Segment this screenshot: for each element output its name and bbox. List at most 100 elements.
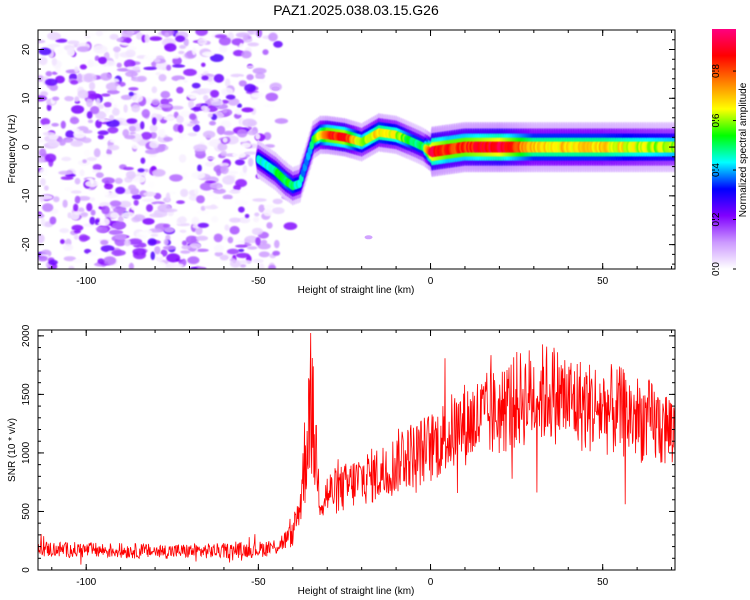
noise-blob [75, 57, 89, 66]
noise-blob [180, 250, 191, 254]
noise-blob [253, 216, 260, 223]
noise-blob [40, 34, 47, 42]
noise-blob [44, 185, 49, 191]
noise-blob [116, 62, 122, 68]
noise-blob [268, 32, 278, 42]
noise-blob [283, 222, 298, 231]
noise-blob [263, 104, 276, 108]
noise-blob [97, 134, 105, 140]
noise-blob [73, 203, 79, 212]
noise-blob [165, 192, 171, 202]
noise-blob [163, 238, 169, 246]
noise-blob [256, 30, 263, 38]
noise-blob [222, 194, 233, 200]
noise-blob [178, 154, 187, 163]
noise-blob [45, 71, 53, 77]
noise-blob [47, 43, 61, 48]
noise-blob [273, 40, 283, 48]
noise-blob [100, 239, 109, 246]
noise-blob [255, 237, 261, 246]
noise-blob [114, 49, 120, 60]
noise-blob [109, 114, 115, 121]
noise-blob [187, 256, 200, 265]
noise-blob [72, 259, 85, 264]
noise-blob [199, 182, 214, 191]
noise-blob [79, 64, 87, 70]
noise-blob [263, 204, 275, 210]
noise-blob [87, 258, 97, 264]
noise-blob [111, 221, 127, 230]
noise-blob [176, 200, 185, 205]
y-tick-label: 1500 [21, 383, 32, 406]
noise-blob [242, 118, 257, 127]
noise-blob [59, 228, 70, 234]
noise-blob [166, 64, 172, 71]
spectrogram-y-label: Frequency (Hz) [7, 115, 18, 184]
noise-blob [77, 89, 89, 99]
noise-blob [71, 128, 80, 132]
noise-blob [128, 184, 137, 191]
noise-blob [210, 54, 224, 62]
noise-blob [63, 256, 76, 262]
noise-blob [209, 120, 216, 126]
spectrogram-panel: -100 -50 0 50 20 10 0 -10 -20 Height of straigh… [7, 29, 676, 296]
noise-blob [164, 32, 170, 38]
noise-blob [51, 71, 58, 75]
noise-blob [241, 107, 254, 113]
noise-blob [213, 244, 225, 253]
noise-blob [235, 179, 248, 188]
noise-blob [180, 188, 189, 198]
noise-blob [222, 130, 235, 136]
noise-blob [210, 89, 220, 98]
noise-blob [189, 179, 196, 184]
noise-blob [73, 130, 86, 139]
noise-blob [39, 196, 44, 203]
noise-blob [86, 111, 93, 119]
noise-blob [193, 144, 208, 152]
noise-blob [158, 128, 167, 138]
noise-blob [95, 30, 104, 37]
x-tick-label: 50 [597, 276, 609, 287]
noise-blob [99, 202, 111, 208]
noise-blob [210, 99, 224, 107]
noise-blob [49, 216, 57, 225]
noise-blob [222, 137, 228, 143]
signal-track [256, 86, 675, 240]
noise-blob [120, 94, 133, 100]
noise-blob [243, 34, 249, 41]
noise-blob [150, 233, 159, 237]
chart-title: PAZ1.2025.038.03.15.G26 [273, 2, 439, 18]
noise-blob [48, 259, 58, 265]
noise-blob [112, 107, 120, 116]
noise-blob [248, 157, 254, 167]
noise-blob [185, 235, 197, 244]
noise-blob [240, 216, 251, 224]
noise-blob [147, 238, 157, 246]
noise-blob [128, 238, 143, 245]
noise-blob [147, 181, 156, 189]
noise-blob [148, 153, 157, 158]
noise-blob [163, 208, 178, 213]
noise-blob [61, 156, 72, 162]
y-tick-label: 1000 [21, 441, 32, 464]
noise-blob [176, 114, 184, 124]
noise-blob [114, 177, 123, 184]
noise-blob [102, 189, 110, 196]
colorbar-tick-label: 0.0 [711, 262, 722, 276]
colorbar-label: Normalized spectral amplitude [738, 82, 749, 217]
spectrogram-x-axis: -100 -50 0 50 [51, 30, 673, 287]
noise-blob [53, 196, 60, 203]
noise-blob [151, 117, 157, 126]
noise-blob [60, 239, 65, 245]
noise-blob [163, 165, 177, 172]
noise-blob [151, 86, 158, 94]
noise-blob [123, 166, 134, 171]
noise-blob [244, 83, 256, 93]
noise-blob [132, 214, 146, 222]
noise-blob [58, 170, 73, 175]
noise-blob [154, 261, 166, 269]
noise-blob [235, 244, 248, 248]
noise-blob [201, 75, 209, 81]
noise-blob [64, 187, 73, 192]
colorbar-axis: 0.0 0.2 0.4 0.6 0.8 [711, 64, 736, 276]
